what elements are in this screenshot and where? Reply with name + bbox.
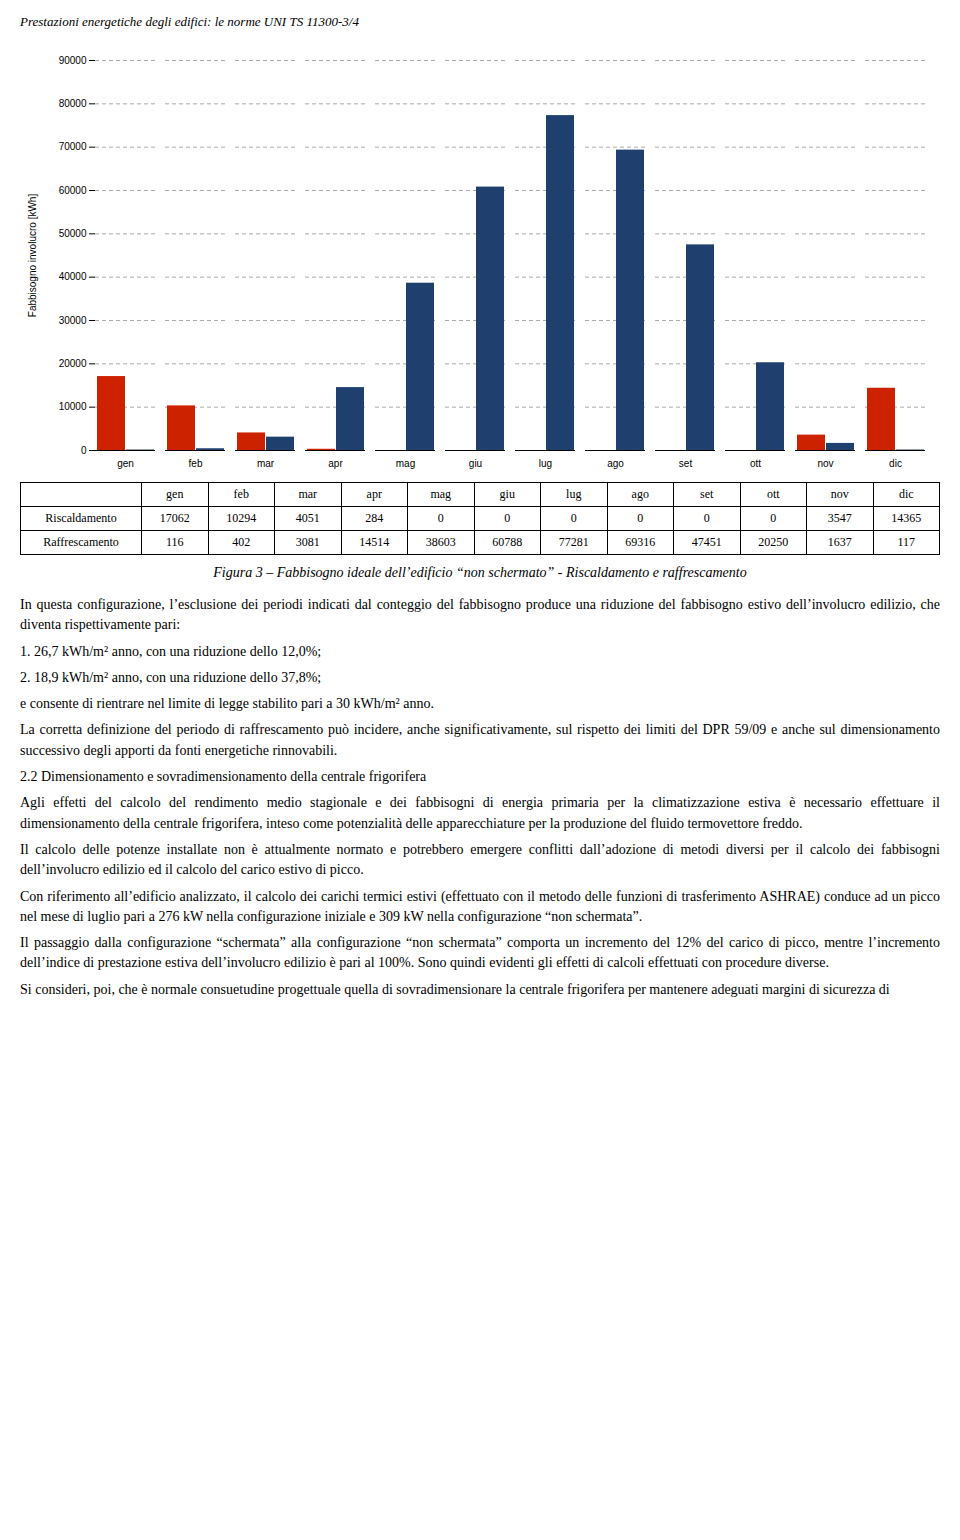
html-text:mar: mar: [298, 487, 318, 501]
html-text:0: 0: [570, 511, 577, 525]
html-text:Agli effetti del calcolo del r: Agli effetti del calcolo del rendimento …: [20, 795, 940, 831]
html-text:lug: lug: [566, 487, 582, 501]
svg-text:0: 0: [81, 445, 87, 456]
svg-text:10000: 10000: [59, 401, 87, 412]
svg-text:set: set: [679, 458, 693, 469]
html-text:Si consideri, poi, che è norma: Si consideri, poi, che è normale consuet…: [20, 981, 890, 997]
html-text:402: 402: [232, 535, 251, 549]
html-text:0: 0: [504, 511, 511, 525]
html-text:giu: giu: [499, 487, 515, 501]
svg-text:30000: 30000: [59, 315, 87, 326]
html-text:In questa configurazione, l’es: In questa configurazione, l’esclusione d…: [20, 597, 940, 633]
svg-text:60000: 60000: [59, 185, 87, 196]
html-text:Con riferimento all’edificio a: Con riferimento all’edificio analizzato,…: [20, 888, 940, 924]
html-text:3547: 3547: [827, 511, 852, 525]
html-text:20250: 20250: [758, 535, 789, 549]
html-text:0: 0: [770, 511, 777, 525]
html-text:ago: ago: [631, 487, 649, 501]
html-text:116: 116: [166, 535, 184, 549]
svg-text:nov: nov: [817, 458, 833, 469]
svg-text:giu: giu: [469, 458, 482, 469]
html-text:0: 0: [637, 511, 644, 525]
html-text:1637: 1637: [827, 535, 852, 549]
svg-text:lug: lug: [539, 458, 552, 469]
svg-text:mag: mag: [396, 458, 415, 469]
html-text:Il calcolo delle potenze insta: Il calcolo delle potenze installate non …: [20, 842, 940, 878]
html-text:2. 18,9 kWh/m² anno, con una r: 2. 18,9 kWh/m² anno, con una riduzione d…: [20, 669, 322, 685]
svg-text:50000: 50000: [59, 228, 87, 239]
html-text:14365: 14365: [891, 511, 922, 525]
html-text:apr: apr: [366, 487, 382, 501]
svg-text:dic: dic: [889, 458, 902, 469]
html-text:284: 284: [365, 511, 384, 525]
html-text:nov: nov: [830, 487, 849, 501]
html-text:gen: gen: [166, 487, 184, 501]
html-text:17062: 17062: [159, 511, 190, 525]
svg-text:mar: mar: [257, 458, 275, 469]
html-text:Prestazioni energetiche degli: Prestazioni energetiche degli edifici: l…: [20, 14, 359, 29]
html-text:0: 0: [437, 511, 444, 525]
html-text:38603: 38603: [425, 535, 456, 549]
html-text:69316: 69316: [625, 535, 656, 549]
html-text:47451: 47451: [691, 535, 722, 549]
svg-text:ott: ott: [750, 458, 761, 469]
html-text:1. 26,7 kWh/m² anno, con una r: 1. 26,7 kWh/m² anno, con una riduzione d…: [20, 643, 322, 659]
html-text:ott: ott: [766, 487, 780, 501]
html-text:mag: mag: [430, 487, 452, 501]
html-text:3081: 3081: [295, 535, 320, 549]
svg-text:40000: 40000: [59, 271, 87, 282]
html-text:e consente di rientrare nel li: e consente di rientrare nel limite di le…: [20, 696, 434, 712]
html-text:Il passaggio dalla configurazi: Il passaggio dalla configurazione “scher…: [20, 935, 940, 971]
html-text:77281: 77281: [558, 535, 589, 549]
html-text:feb: feb: [233, 487, 249, 501]
html-text:Raffrescamento: Raffrescamento: [43, 535, 119, 549]
html-text:60788: 60788: [492, 535, 523, 549]
html-text:set: set: [700, 487, 714, 501]
svg-text:gen: gen: [117, 458, 134, 469]
svg-text:80000: 80000: [59, 98, 87, 109]
html-text:dic: dic: [898, 487, 914, 501]
svg-text:ago: ago: [607, 458, 624, 469]
html-text:Riscaldamento: Riscaldamento: [45, 511, 117, 525]
svg-text:20000: 20000: [59, 358, 87, 369]
svg-text:feb: feb: [189, 458, 203, 469]
svg-text:90000: 90000: [59, 55, 87, 66]
svg-text:70000: 70000: [59, 141, 87, 152]
html-text:117: 117: [897, 535, 915, 549]
html-text:Figura 3 – Fabbisogno ideale d: Figura 3 – Fabbisogno ideale dell’edific…: [213, 565, 747, 580]
html-text:La corretta definizione del pe: La corretta definizione del periodo di r…: [20, 722, 940, 758]
svg-text:Fabbisogno involucro [kWh]: Fabbisogno involucro [kWh]: [27, 194, 38, 318]
html-text:14514: 14514: [359, 535, 390, 549]
html-text:10294: 10294: [226, 511, 257, 525]
html-text:0: 0: [703, 511, 710, 525]
svg-text:apr: apr: [328, 458, 343, 469]
html-text:4051: 4051: [295, 511, 320, 525]
html-text:2.2 Dimensionamento e sovradim: 2.2 Dimensionamento e sovradimensionamen…: [20, 769, 427, 785]
